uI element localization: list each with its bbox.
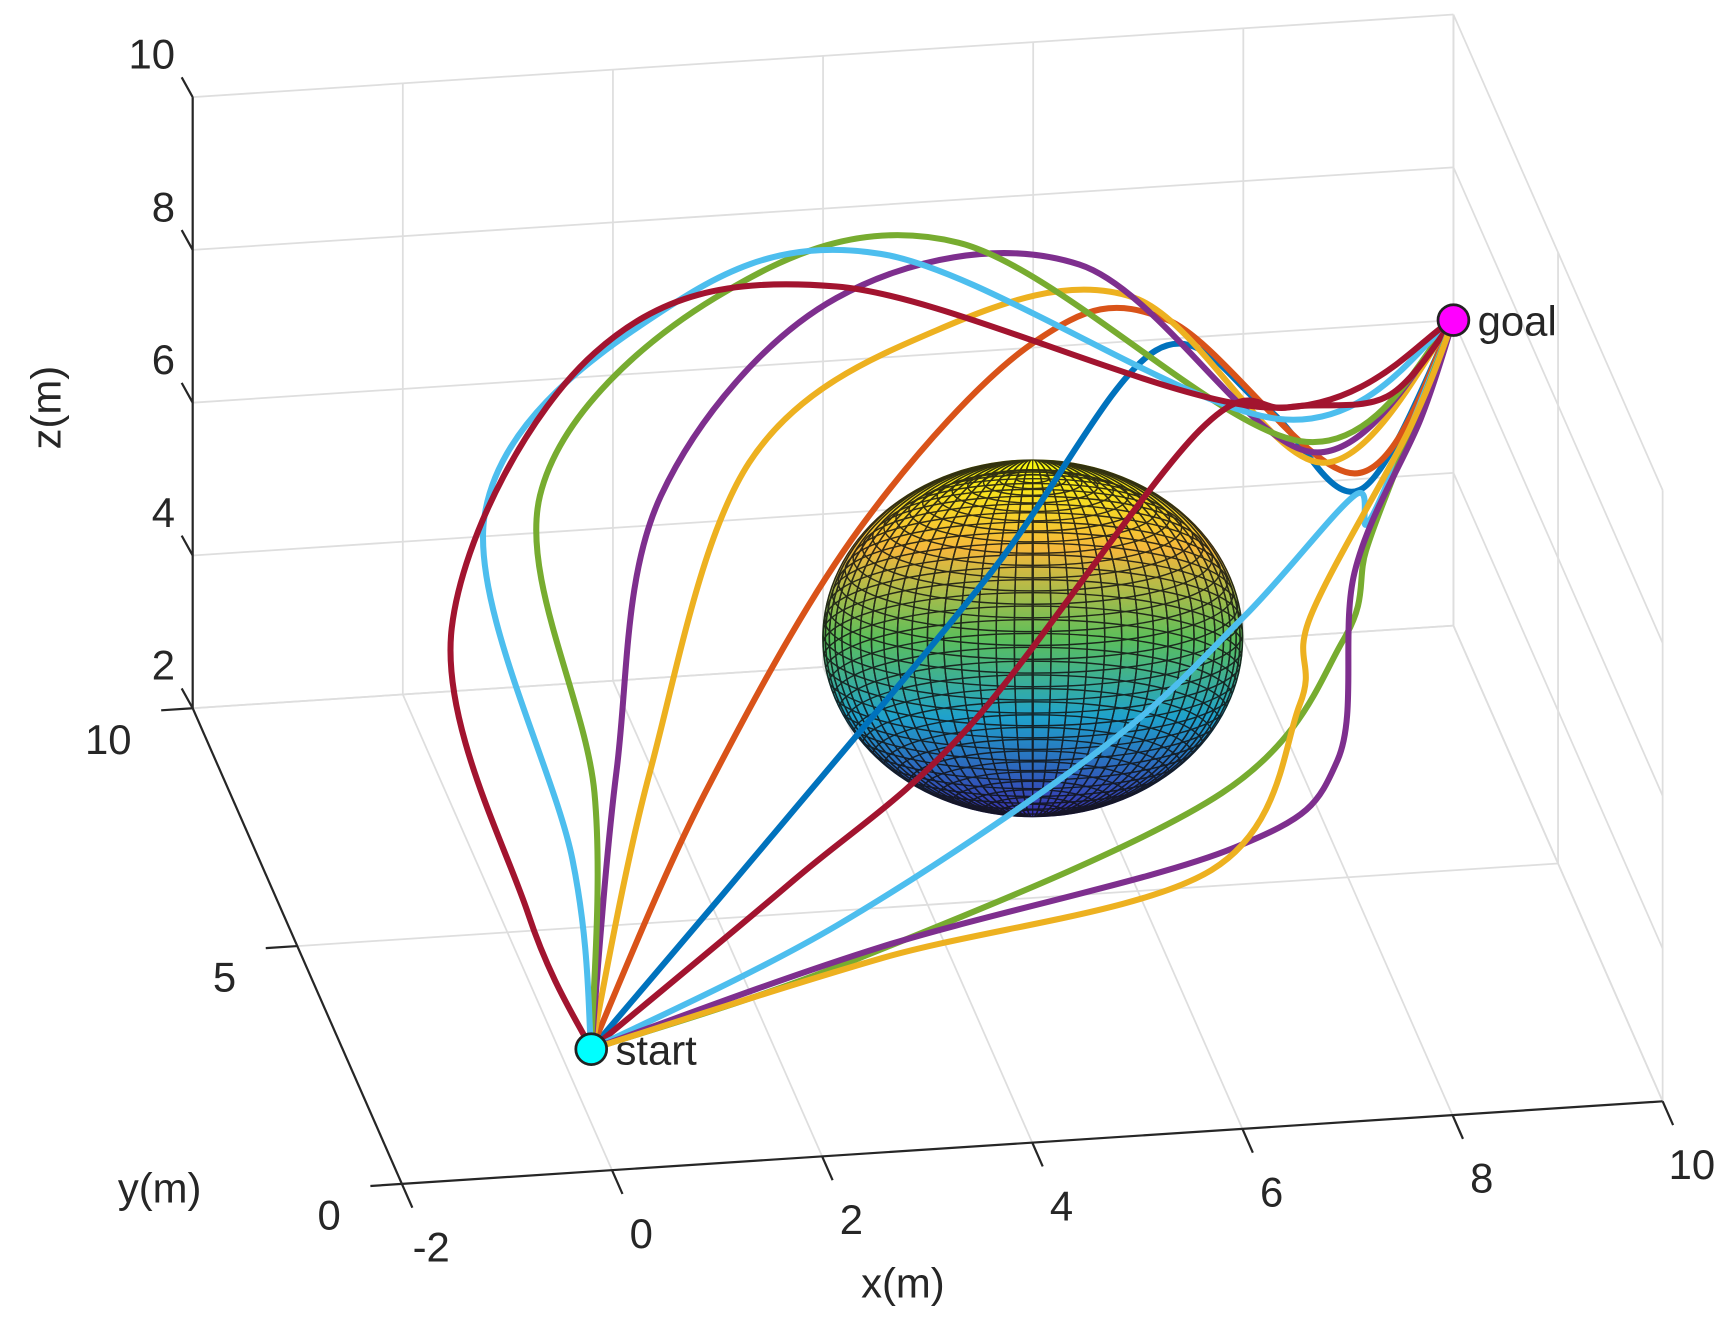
x-tick [1661, 1100, 1675, 1126]
x-tick-label: -2 [413, 1224, 450, 1271]
sphere-meridian [859, 459, 1206, 818]
x-tick-label: 0 [630, 1210, 653, 1257]
sphere-meridian [926, 459, 1139, 818]
sphere-meridian [824, 459, 1241, 818]
sphere-meridian [828, 459, 1237, 818]
sphere-meridian [870, 459, 1195, 818]
grid-line [1452, 319, 1664, 797]
x-tick-label: 6 [1260, 1168, 1283, 1215]
z-tick [180, 382, 194, 404]
sphere-meridian [822, 459, 1244, 818]
goal-label: goal [1478, 298, 1557, 345]
sphere-meridian [1031, 459, 1034, 818]
trajectory [533, 232, 1457, 1053]
y-tick-label: 0 [317, 1192, 340, 1239]
trajectory [588, 286, 1457, 1053]
x-tick [821, 1155, 834, 1181]
trajectory [588, 317, 1457, 1053]
y-tick-label: 10 [85, 716, 132, 763]
grid-line [297, 862, 1559, 947]
x-tick [1241, 1128, 1254, 1154]
grid-line [192, 13, 1454, 99]
grid-line [1452, 625, 1664, 1102]
z-tick-label: 10 [129, 31, 176, 78]
y-tick [161, 707, 193, 712]
sphere-meridian [995, 459, 1071, 818]
sphere-meridian [896, 459, 1169, 818]
x-tick-label: 4 [1050, 1182, 1073, 1229]
x-tick [1031, 1142, 1044, 1167]
sphere-meridian [977, 459, 1088, 818]
sphere-meridian [849, 459, 1216, 818]
z-tick [180, 535, 194, 556]
z-tick [180, 229, 194, 251]
z-tick-label: 4 [152, 489, 175, 536]
sphere-meridian [911, 459, 1155, 818]
z-axis-label: z(m) [23, 366, 70, 450]
x-tick [1451, 1114, 1464, 1140]
sphere-meridian [883, 459, 1183, 818]
z-tick-label: 8 [152, 183, 175, 230]
sphere-meridian [943, 459, 1123, 818]
z-tick [180, 76, 194, 98]
sphere-meridian [1013, 459, 1052, 818]
start-label: start [615, 1027, 697, 1074]
y-tick-label: 5 [213, 954, 236, 1001]
trajectory [588, 250, 1457, 1053]
y-axis-label: y(m) [118, 1165, 202, 1212]
y-tick [370, 1182, 402, 1188]
grid-line [192, 166, 1454, 251]
trajectory [588, 317, 1457, 1053]
z-tick [180, 687, 194, 709]
x-tick-label: 8 [1470, 1155, 1493, 1202]
start-point [574, 1032, 609, 1066]
trajectory [588, 304, 1457, 1053]
grid-line [192, 319, 1454, 404]
grid-line [192, 624, 1454, 710]
x-tick-label: 10 [1669, 1141, 1716, 1188]
x-tick [400, 1183, 414, 1209]
y-tick [265, 944, 298, 950]
grid-line [1452, 14, 1664, 491]
grid-line [1452, 472, 1664, 949]
x-axis-label: x(m) [861, 1259, 945, 1306]
trajectory [447, 281, 1457, 1053]
trajectory [588, 317, 1457, 1053]
goal-point [1436, 303, 1471, 337]
x-tick-label: 2 [840, 1196, 863, 1243]
grid-line [192, 472, 1454, 557]
z-tick-label: 6 [152, 336, 175, 383]
sphere-meridian [959, 459, 1106, 818]
grid-line [1452, 166, 1664, 644]
x-tick [611, 1169, 624, 1195]
sphere-meridian [834, 459, 1232, 818]
z-tick-label: 2 [152, 642, 175, 689]
